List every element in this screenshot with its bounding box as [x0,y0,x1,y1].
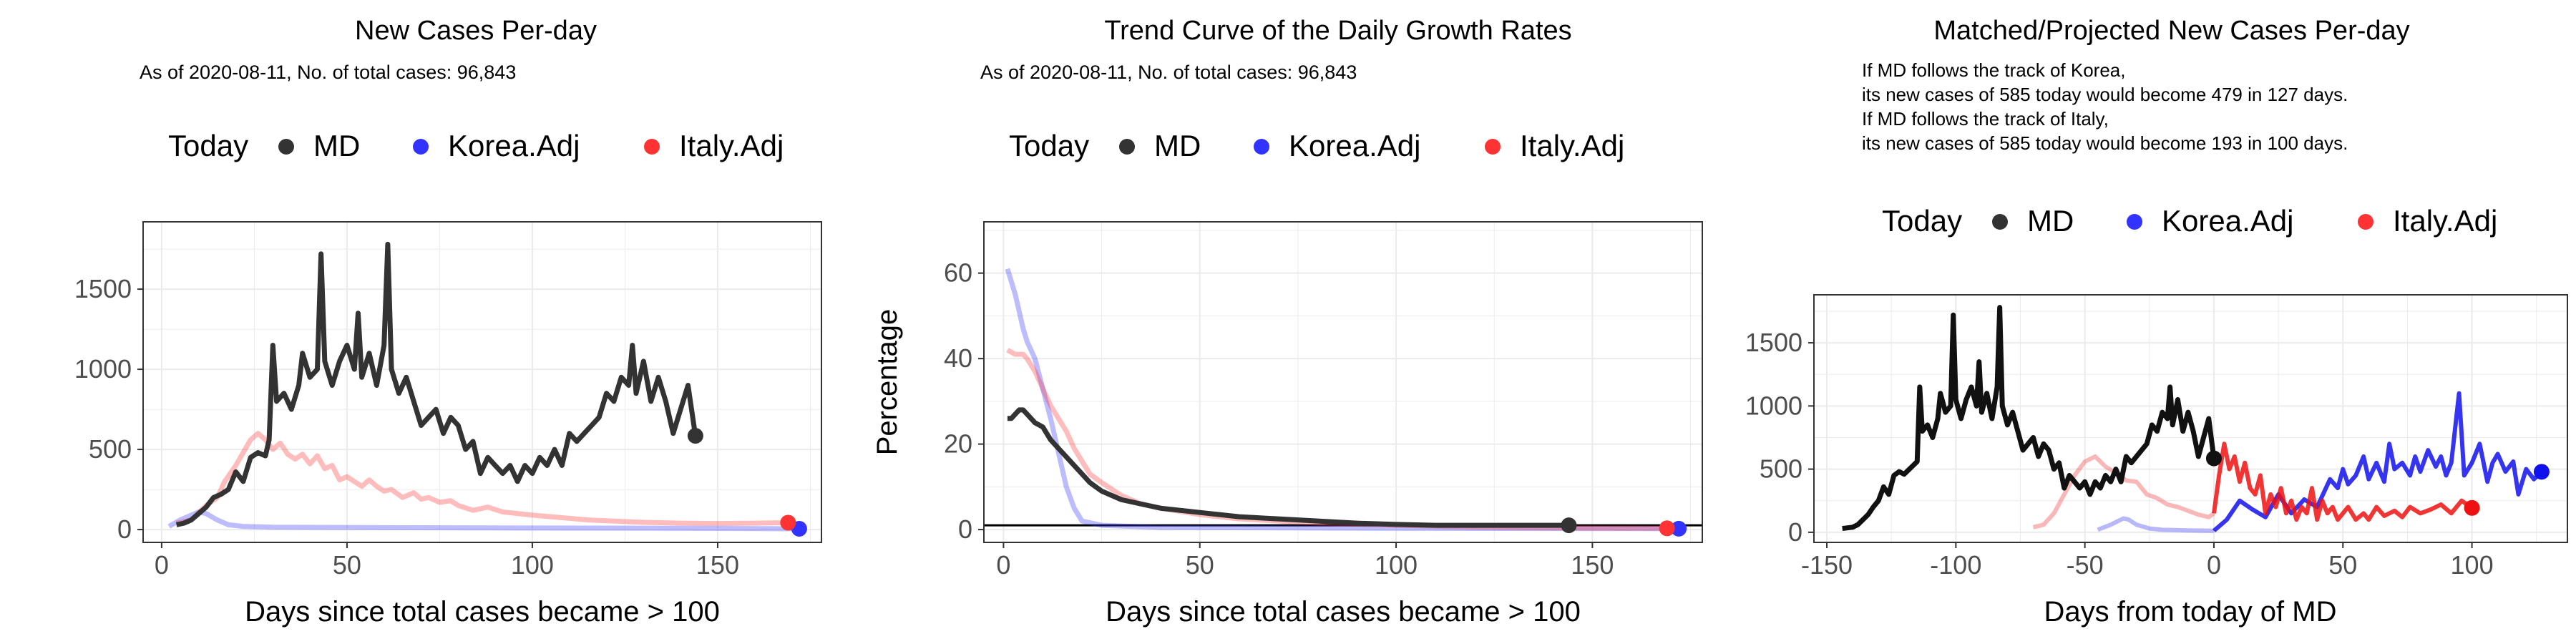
x-tick-label: 150 [696,550,739,580]
y-tick-label: 40 [944,343,972,373]
x-tick-label: -50 [2067,550,2104,580]
legend-marker-md [1992,214,2008,230]
chart-2: Trend Curve of the Daily Growth Rates As … [872,16,1703,628]
series-korea [1005,268,1687,537]
series-line-md [1842,305,2217,532]
series-line-italy [175,431,789,527]
series-line-korea [167,509,799,532]
x-tick-label: 0 [155,550,169,580]
legend-label-md: MD [313,129,360,162]
y-tick-label: 1000 [74,354,132,384]
legend-label-md: MD [1154,129,1201,162]
series-line-past-italy [2032,454,2215,530]
y-tick-label: 1000 [1745,391,1802,420]
legend-label-md: MD [2027,204,2074,238]
today-marker-md [1561,517,1577,534]
legend: Today MD Korea.Adj Italy.Adj [168,129,784,162]
legend-marker-italy [644,139,660,155]
x-tick-label: -150 [1801,550,1853,580]
legend-label-italy: Italy.Adj [2393,204,2497,238]
legend-title: Today [168,129,248,162]
grid [984,222,1702,542]
y-axis-label: Percentage [872,309,903,456]
legend-label-korea: Korea.Adj [2162,204,2293,238]
legend-marker-md [278,139,294,155]
series-line-past-korea [2097,516,2214,533]
series-italy [175,431,796,531]
chart-title: Matched/Projected New Cases Per-day [1933,16,2409,46]
x-tick-label: 100 [1375,550,1418,580]
x-axis-label: Days since total cases became > 100 [1106,596,1581,628]
x-axis-label: Days since total cases became > 100 [245,596,720,628]
x-tick-label: 0 [2207,550,2221,580]
panel-border [142,221,822,543]
legend-label-italy: Italy.Adj [1520,129,1624,162]
x-tick-label: 100 [511,550,554,580]
series-korea [2097,391,2550,533]
x-tick-label: 50 [1186,550,1214,580]
series-line-md [1007,407,1569,528]
series-line-korea [1005,268,1679,532]
chart-title: Trend Curve of the Daily Growth Rates [1104,16,1571,46]
annotation-line: its new cases of 585 today would become … [1862,84,2348,105]
legend-label-korea: Korea.Adj [1289,129,1420,162]
chart-title: New Cases Per-day [355,16,597,46]
panel-border [983,221,1703,543]
today-marker-md [687,428,703,444]
today-marker-korea [1671,520,1687,537]
legend: Today MD Korea.Adj Italy.Adj [1009,129,1624,162]
legend-label-italy: Italy.Adj [679,129,784,162]
annotation-line: its new cases of 585 today would become … [1862,132,2348,154]
series-md [1842,305,2222,532]
today-marker-italy [1659,520,1675,537]
legend-marker-korea [413,139,429,155]
plot-panel [143,222,821,542]
legend-marker-italy [2358,214,2373,230]
plot-panel [984,222,1702,542]
x-tick-label: 50 [333,550,361,580]
today-marker-italy [2464,499,2480,516]
series-line-projected-korea [2212,391,2544,533]
chart-subtitle: As of 2020-08-11, No. of total cases: 96… [140,62,516,83]
grid [143,222,821,542]
x-axis-label: Days from today of MD [2044,596,2336,628]
series-md [175,241,703,527]
legend-marker-korea [2127,214,2142,230]
today-marker-md [2205,450,2222,467]
chart-3: Matched/Projected New Cases Per-day If MD… [1745,16,2568,628]
legend-label-korea: Korea.Adj [448,129,580,162]
today-marker-italy [780,514,796,531]
annotation-line: If MD follows the track of Italy, [1862,108,2109,130]
annotation-line: If MD follows the track of Korea, [1862,59,2125,81]
series-line-md [175,241,698,527]
legend-marker-korea [1254,139,1269,155]
y-tick-label: 500 [89,434,132,464]
y-tick-label: 20 [944,429,972,459]
series-italy [2032,441,2480,530]
y-tick-label: 1500 [1745,328,1802,357]
panel-border [1813,294,2568,543]
y-tick-label: 1500 [74,274,132,303]
y-tick-label: 0 [1788,517,1802,547]
y-tick-label: 0 [958,514,972,544]
chart-1: New Cases Per-day As of 2020-08-11, No. o… [74,16,822,628]
legend: Today MD Korea.Adj Italy.Adj [1882,204,2497,238]
x-tick-label: 100 [2451,550,2494,580]
today-marker-korea [2533,464,2550,480]
chart-subtitle: As of 2020-08-11, No. of total cases: 96… [980,62,1357,83]
y-tick-label: 60 [944,258,972,288]
x-tick-label: 0 [996,550,1010,580]
x-tick-label: -100 [1930,550,1981,580]
series-line-projected-italy [2211,441,2474,522]
x-tick-label: 150 [1571,550,1614,580]
legend-title: Today [1009,129,1089,162]
x-tick-label: 50 [2328,550,2357,580]
series-md [1007,407,1577,534]
y-tick-label: 0 [117,514,132,544]
legend-marker-md [1119,139,1135,155]
legend-title: Today [1882,204,1962,238]
legend-marker-italy [1485,139,1501,155]
y-tick-label: 500 [1760,454,1802,484]
